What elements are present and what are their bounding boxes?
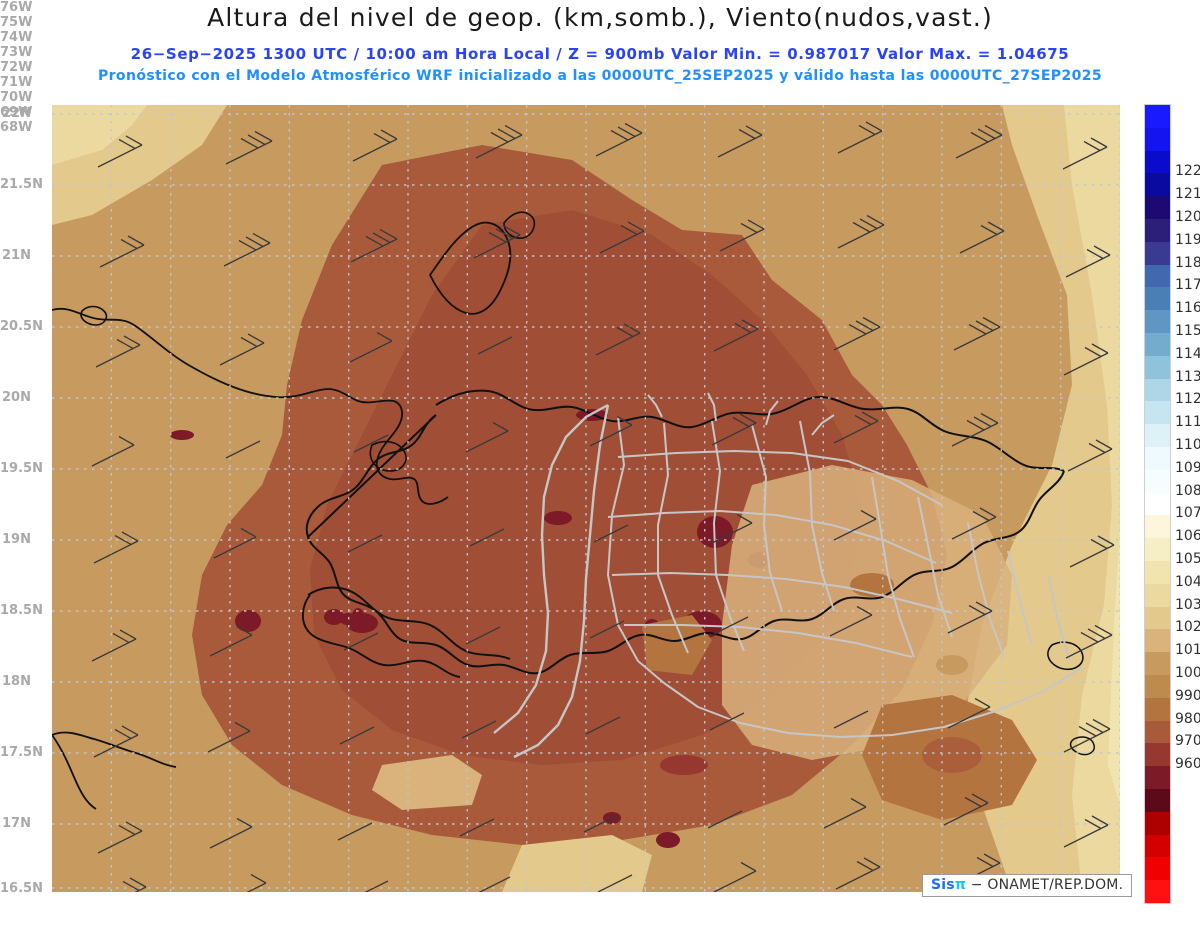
colorbar-tick-1040: 1040 <box>1175 573 1200 590</box>
lon-tick-69W: 69W <box>0 105 33 120</box>
colorbar-tick-1210: 1210 <box>1175 186 1200 203</box>
colorbar-tick-1090: 1090 <box>1175 459 1200 476</box>
map-plot-area[interactable] <box>52 105 1120 892</box>
colorbar-swatch <box>1145 446 1170 470</box>
lat-tick-19N: 19N <box>2 532 31 547</box>
colorbar-tick-1190: 1190 <box>1175 231 1200 248</box>
colorbar-swatch <box>1145 583 1170 607</box>
lat-tick-19.5N: 19.5N <box>0 461 43 476</box>
lon-tick-72W: 72W <box>0 60 33 75</box>
colorbar-swatch <box>1145 538 1170 561</box>
credit-pi-symbol: π <box>954 877 967 893</box>
colorbar-tick-1050: 1050 <box>1175 551 1200 567</box>
subtitle-model-info: Pronóstico con el Modelo Atmosférico WRF… <box>97 68 1103 84</box>
colorbar-swatch <box>1145 173 1170 197</box>
lat-tick-20N: 20N <box>2 390 31 405</box>
colorbar-tick-1080: 1080 <box>1175 482 1200 499</box>
colorbar-swatch <box>1145 743 1170 767</box>
colorbar-swatch <box>1145 811 1170 835</box>
colorbar-tick-1180: 1180 <box>1175 254 1200 271</box>
colorbar-swatch <box>1145 150 1170 174</box>
lat-tick-18.5N: 18.5N <box>0 603 43 618</box>
lat-tick-17N: 17N <box>2 816 31 831</box>
colorbar-swatch <box>1145 469 1170 493</box>
colorbar-swatch <box>1145 196 1170 219</box>
subtitle-valid-time: 26−Sep−2025 1300 UTC / 10:00 am Hora Loc… <box>130 45 1070 63</box>
credit-sis-text: Sis <box>931 877 955 893</box>
weather-map-svg <box>52 105 1120 892</box>
colorbar-swatch <box>1145 515 1170 539</box>
lat-tick-18N: 18N <box>2 674 31 689</box>
colorbar-swatch <box>1145 674 1170 698</box>
colorbar-swatch <box>1145 629 1170 653</box>
lon-tick-70W: 70W <box>0 90 33 105</box>
colorbar-swatch <box>1145 560 1170 584</box>
colorbar-tick-960: 960 <box>1175 756 1200 773</box>
colorbar-swatch <box>1145 652 1170 675</box>
colorbar-tick-1160: 1160 <box>1175 300 1200 317</box>
credit-agency-text: − ONAMET/REP.DOM. <box>970 877 1124 893</box>
colorbar-tick-1220: 1220 <box>1175 163 1200 180</box>
colorbar-tick-1000: 1000 <box>1175 665 1200 681</box>
colorbar-swatch <box>1145 788 1170 812</box>
colorbar-tick-990: 990 <box>1175 687 1200 704</box>
colorbar-swatch <box>1145 880 1170 903</box>
colorbar-swatch <box>1145 424 1170 447</box>
colorbar-swatch <box>1145 241 1170 265</box>
lat-tick-22N: 22N <box>2 106 31 121</box>
colorbar-swatch <box>1145 264 1170 288</box>
colorbar-tick-1200: 1200 <box>1175 209 1200 225</box>
lon-tick-68W: 68W <box>0 120 33 135</box>
colorbar-swatch <box>1145 287 1170 311</box>
colorbar-swatch <box>1145 105 1170 128</box>
page-title: Altura del nivel de geop. (km,somb.), Vi… <box>207 3 993 32</box>
lon-tick-73W: 73W <box>0 45 33 60</box>
colorbar-swatch <box>1145 720 1170 744</box>
colorbar-swatch <box>1145 606 1170 630</box>
colorbar-tick-1020: 1020 <box>1175 619 1200 636</box>
colorbar-swatch <box>1145 834 1170 858</box>
lat-tick-17.5N: 17.5N <box>0 745 43 760</box>
credit-badge: Sisπ − ONAMET/REP.DOM. <box>922 874 1133 898</box>
lat-tick-20.5N: 20.5N <box>0 319 43 334</box>
colorbar-swatch <box>1145 332 1170 356</box>
colorbar-tick-1070: 1070 <box>1175 505 1200 522</box>
lon-tick-75W: 75W <box>0 15 33 30</box>
colorbar-swatch <box>1145 697 1170 721</box>
lat-tick-21N: 21N <box>2 248 31 263</box>
colorbar-swatch <box>1145 401 1170 425</box>
colorbar-swatch <box>1145 310 1170 333</box>
colorbar-tick-1130: 1130 <box>1175 368 1200 385</box>
lat-tick-21.5N: 21.5N <box>0 177 43 192</box>
colorbar-tick-980: 980 <box>1175 710 1200 727</box>
lon-tick-76W: 76W <box>0 0 33 15</box>
colorbar-tick-1060: 1060 <box>1175 528 1200 545</box>
colorbar-swatch <box>1145 857 1170 881</box>
colorbar-swatch <box>1145 492 1170 516</box>
colorbar-tick-970: 970 <box>1175 733 1200 750</box>
colorbar-swatch <box>1145 127 1170 151</box>
colorbar-swatch <box>1145 355 1170 379</box>
colorbar[interactable] <box>1144 104 1171 904</box>
chart-header: Altura del nivel de geop. (km,somb.), Vi… <box>0 0 1200 95</box>
colorbar-tick-1030: 1030 <box>1175 596 1200 613</box>
colorbar-tick-1150: 1150 <box>1175 323 1200 339</box>
colorbar-swatch <box>1145 378 1170 402</box>
colorbar-swatch <box>1145 766 1170 789</box>
lon-tick-74W: 74W <box>0 30 33 45</box>
colorbar-tick-1140: 1140 <box>1175 345 1200 362</box>
colorbar-swatch <box>1145 218 1170 242</box>
lat-tick-16.5N: 16.5N <box>0 881 43 896</box>
longitude-axis: 76W 75W 74W 73W 72W 71W 70W 69W 68W <box>0 0 1200 135</box>
lon-tick-71W: 71W <box>0 75 33 90</box>
colorbar-tick-1170: 1170 <box>1175 277 1200 294</box>
